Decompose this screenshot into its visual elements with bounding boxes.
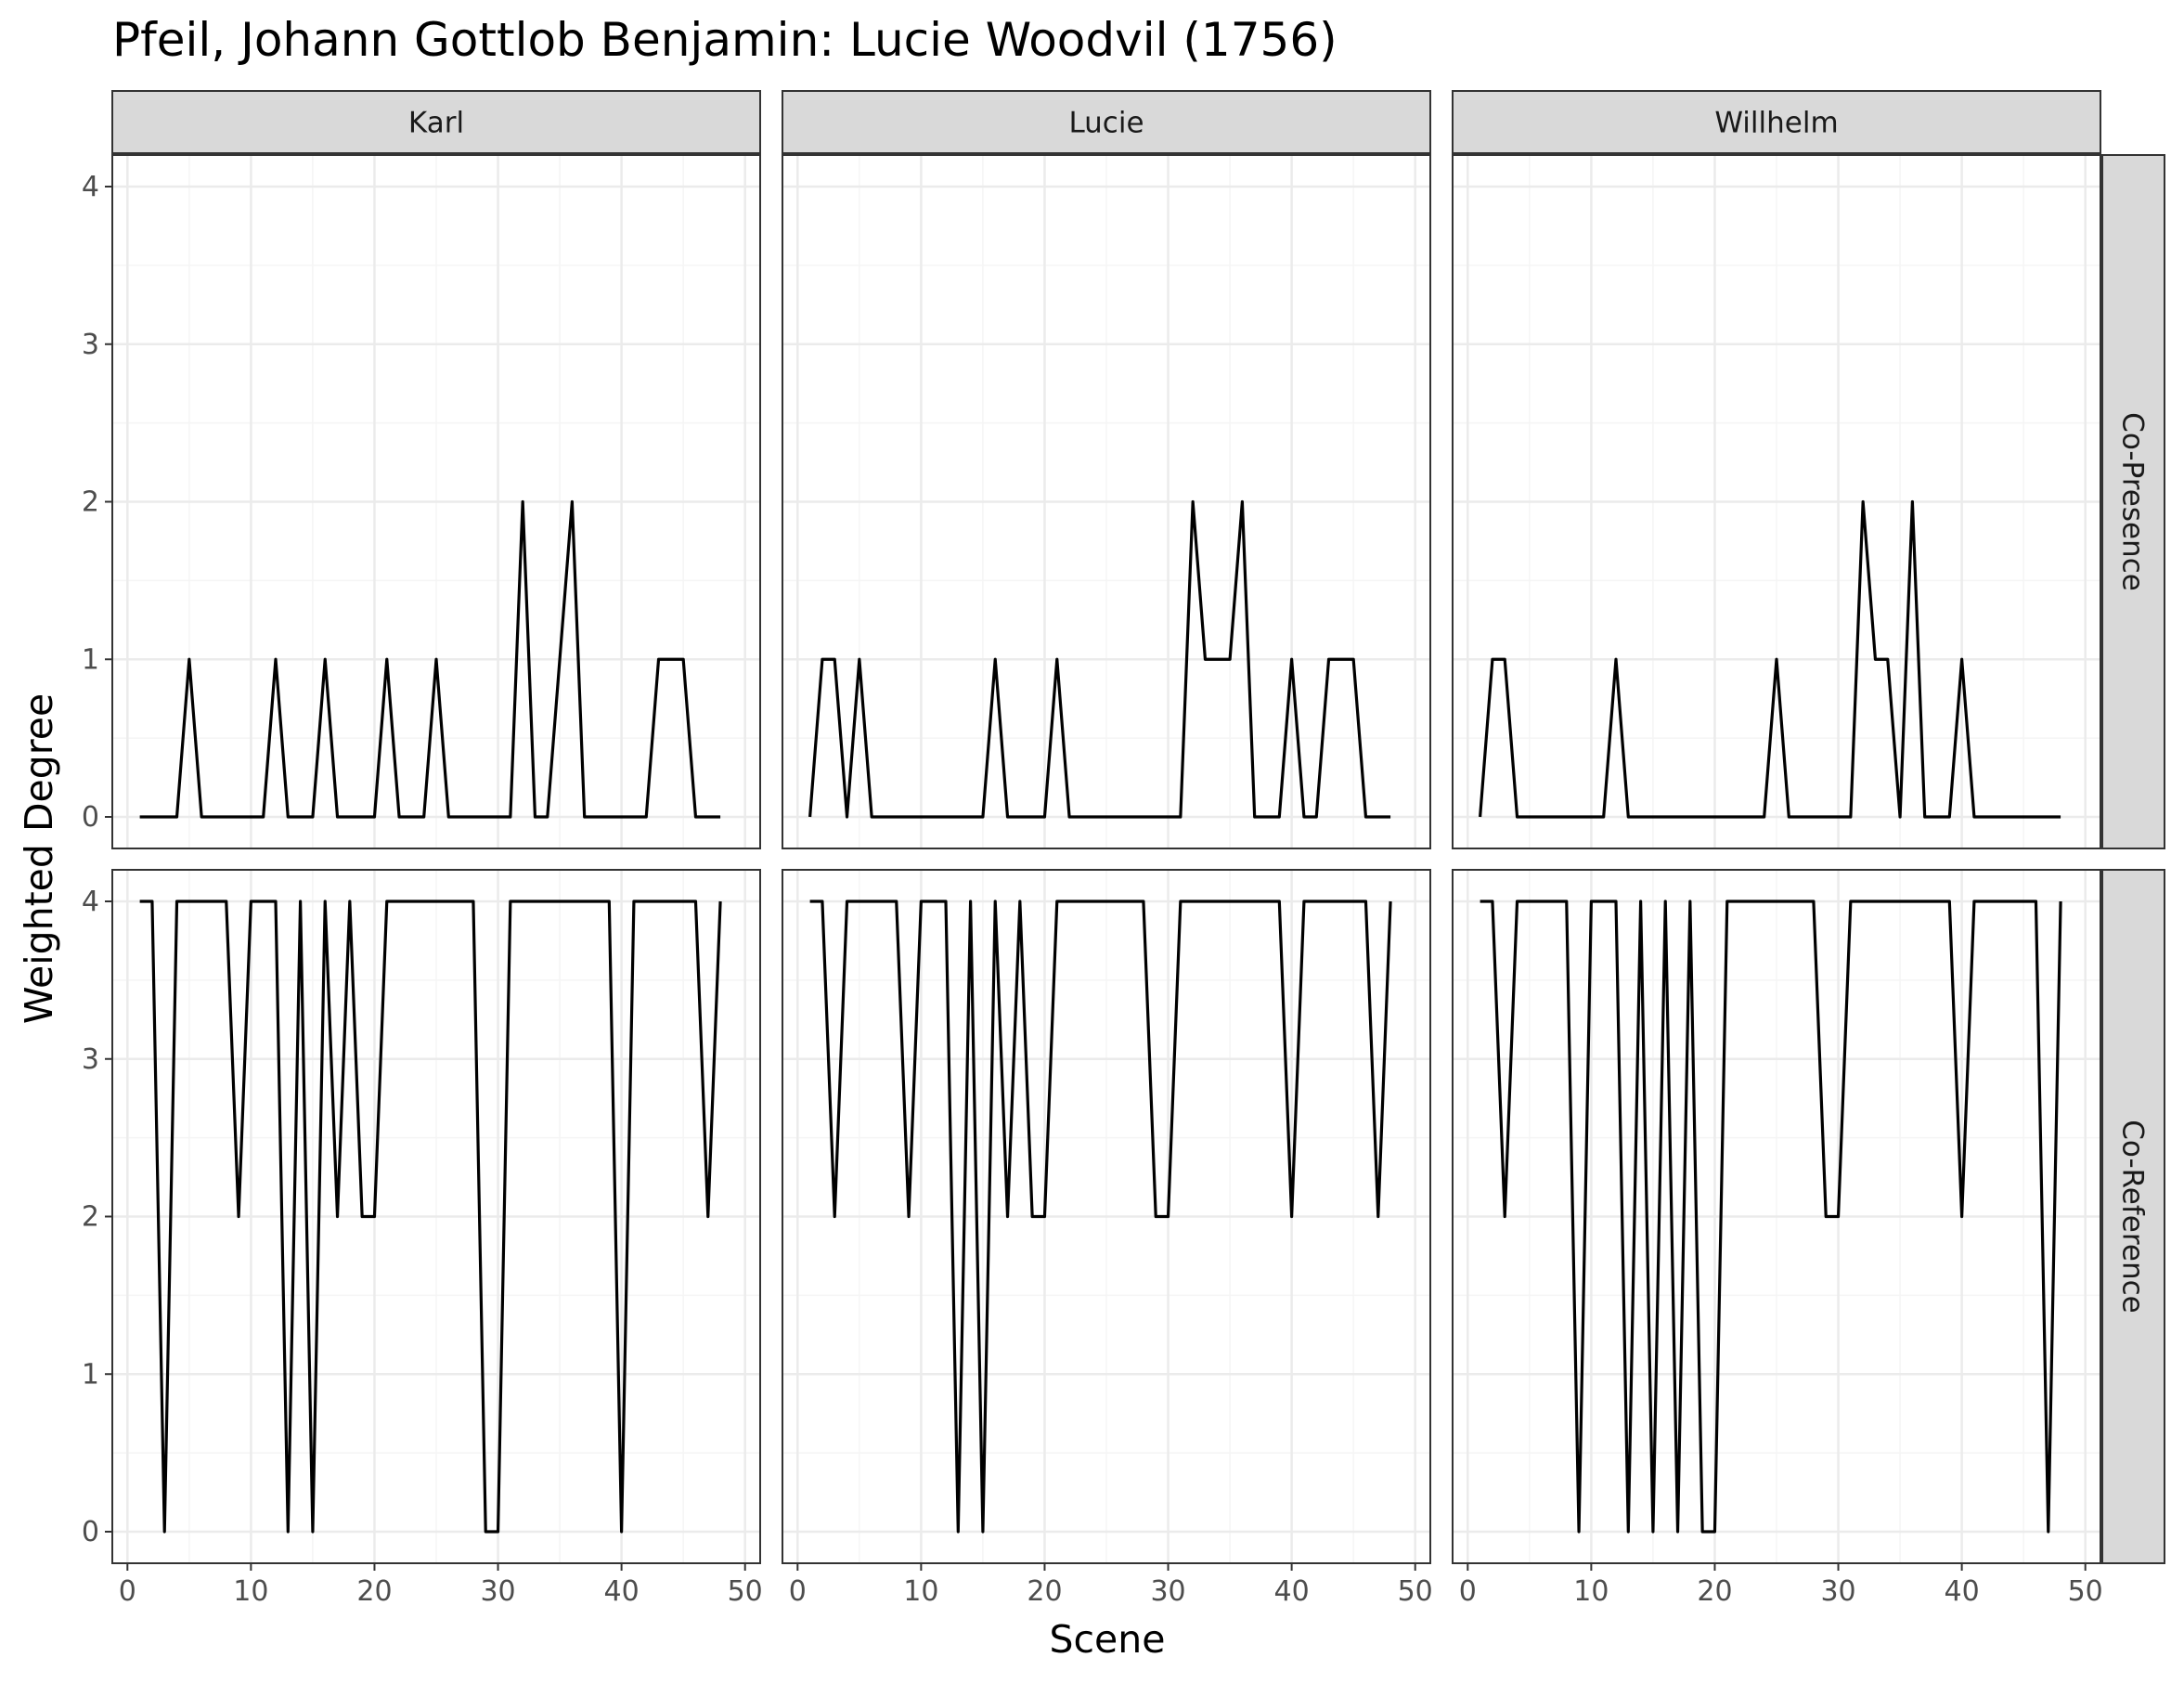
x-tick-label: 20 [1027,1575,1062,1608]
y-tick-label: 2 [82,486,99,519]
strip-karl [111,90,761,154]
x-axis-title: Scene [1049,1617,1165,1662]
strip-label-karl: Karl [408,107,464,140]
x-tick-label: 50 [728,1575,763,1608]
series-line-willhelm-co-presence [1479,499,2061,819]
x-tick-label: 30 [1150,1575,1185,1608]
x-tick-label: 30 [480,1575,515,1608]
x-tick-label: 50 [1398,1575,1433,1608]
strip-label-lucie: Lucie [1068,107,1144,140]
strip-co-reference [2101,869,2165,1564]
x-tick-label: 20 [356,1575,392,1608]
strip-label-co-reference: Co-Reference [2116,1120,2150,1313]
strip-co-presence [2101,154,2165,849]
panel-willhelm-co-presence [1452,154,2101,849]
x-tick-label: 0 [1459,1575,1477,1608]
panel-border [782,154,1431,849]
panel-lucie-co-reference [782,869,1431,1564]
x-tick-label: 30 [1820,1575,1855,1608]
y-tick-label: 3 [82,329,99,361]
panels-layer: Karl Lucie Willhelm Co-Presence Co-Reference… [82,90,2165,1608]
y-tick-label: 3 [82,1043,99,1076]
strip-label-co-presence: Co-Presence [2116,412,2150,591]
panel-karl-co-reference [111,869,761,1564]
strip-label-willhelm: Willhelm [1714,107,1838,140]
y-tick-label: 0 [82,1516,99,1548]
x-tick-label: 50 [2068,1575,2103,1608]
panel-border [782,869,1431,1564]
y-tick-label: 0 [82,801,99,834]
chart-title: Pfeil, Johann Gottlob Benjamin: Lucie Wo… [112,13,1338,67]
panel-willhelm-co-reference [1452,869,2101,1564]
panel-border [1452,154,2101,849]
x-tick-label: 40 [1274,1575,1310,1608]
y-tick-label: 4 [82,171,99,203]
x-tick-label: 20 [1697,1575,1732,1608]
panel-karl-co-presence [111,154,761,849]
series-line-karl-co-presence [139,499,721,819]
y-tick-label: 2 [82,1201,99,1234]
series-line-karl-co-reference [139,900,722,1534]
strip-willhelm [1452,90,2101,154]
x-tick-label: 40 [604,1575,640,1608]
x-tick-label: 10 [1573,1575,1609,1608]
panel-border [1452,869,2101,1564]
y-tick-label: 1 [82,1358,99,1391]
y-tick-label: 1 [82,643,99,676]
x-tick-label: 10 [233,1575,268,1608]
series-line-lucie-co-reference [809,900,1392,1534]
series-line-lucie-co-presence [808,499,1391,819]
x-tick-label: 10 [903,1575,938,1608]
x-tick-label: 40 [1945,1575,1980,1608]
y-tick-label: 4 [82,886,99,918]
series-line-willhelm-co-reference [1480,900,2062,1534]
y-axis-title: Weighted Degree [17,693,61,1024]
x-tick-label: 0 [119,1575,136,1608]
panel-lucie-co-presence [782,154,1431,849]
x-tick-label: 0 [789,1575,807,1608]
strip-lucie [782,90,1431,154]
